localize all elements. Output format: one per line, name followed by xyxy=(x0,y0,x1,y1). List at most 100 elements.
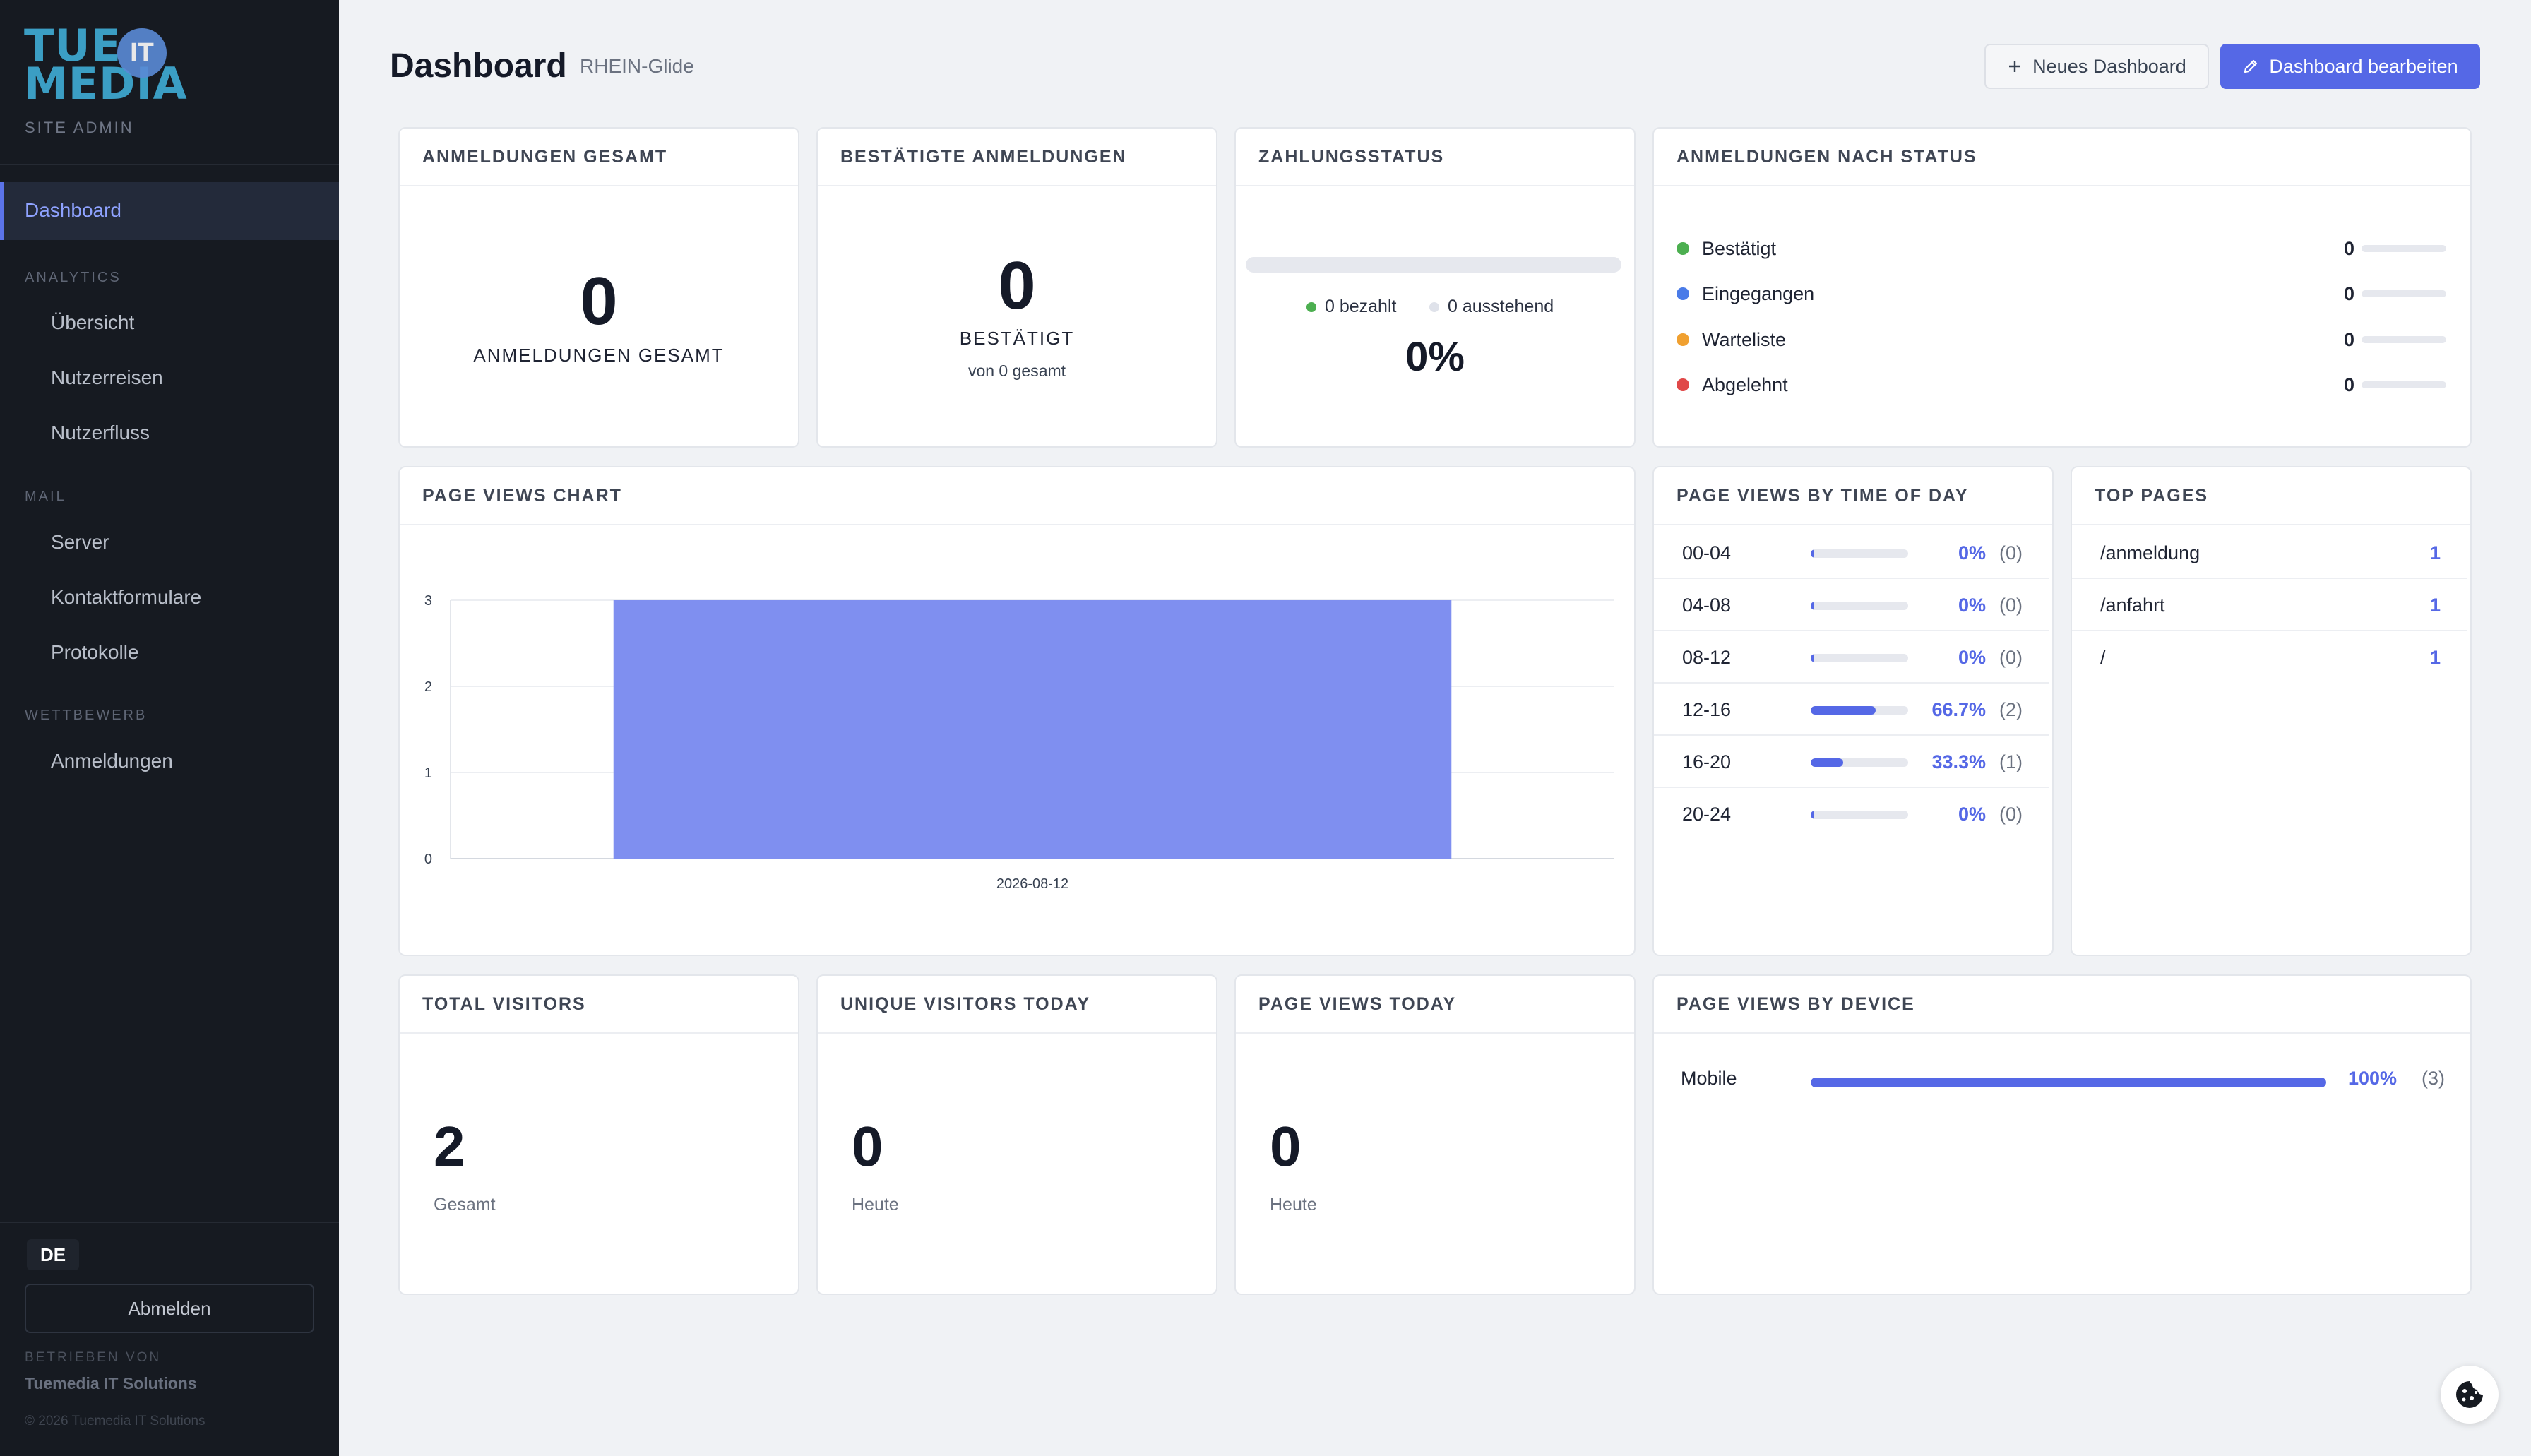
top-page-path: /anfahrt xyxy=(2100,595,2165,616)
sidebar-item-dashboard[interactable]: Dashboard xyxy=(0,182,339,240)
brand-logo[interactable]: TUE MEDIA IT xyxy=(24,20,187,112)
status-label: Bestätigt xyxy=(1702,237,1777,259)
card-page-views-by-device: PAGE VIEWS BY DEVICE Mobile 100% (3) xyxy=(1652,974,2472,1295)
time-bar-track xyxy=(1811,811,1908,819)
language-switch[interactable]: DE xyxy=(27,1239,79,1270)
logo-badge: IT xyxy=(117,28,167,78)
device-bar-fill xyxy=(1811,1078,2326,1087)
page-title: Dashboard xyxy=(390,47,567,85)
site-admin-label: SITE ADMIN xyxy=(25,119,134,136)
nav-section-mail: MAIL xyxy=(25,489,66,504)
top-page-count: 1 xyxy=(2429,542,2441,563)
confirmed-label: BESTÄTIGT xyxy=(959,328,1075,349)
time-percent: 0% xyxy=(1958,804,1986,825)
time-bar-track xyxy=(1811,549,1908,558)
time-bar-fill xyxy=(1811,654,1814,662)
top-page-path: /anmeldung xyxy=(2100,542,2201,563)
edit-dashboard-button[interactable]: Dashboard bearbeiten xyxy=(2220,44,2480,89)
logout-button[interactable]: Abmelden xyxy=(25,1284,314,1333)
top-page-row[interactable]: /anfahrt 1 xyxy=(2072,579,2467,631)
page-subtitle: RHEIN-Glide xyxy=(580,55,694,77)
time-count: (0) xyxy=(1999,595,2023,616)
sidebar-item-label: Dashboard xyxy=(25,199,121,221)
sidebar-item-kontaktformulare[interactable]: Kontaktformulare xyxy=(51,586,202,608)
sidebar-item-anmeldungen[interactable]: Anmeldungen xyxy=(51,750,173,772)
cookie-settings-button[interactable] xyxy=(2441,1366,2499,1424)
confirmed-subtext: von 0 gesamt xyxy=(967,362,1066,380)
logo-line-1: TUE xyxy=(24,20,121,71)
sidebar-item-nutzerreisen[interactable]: Nutzerreisen xyxy=(51,366,163,388)
status-label: Eingegangen xyxy=(1702,282,1815,304)
card-title: TOP PAGES xyxy=(2072,467,2470,525)
card-confirmed-registrations: BESTÄTIGTE ANMELDUNGEN 0 BESTÄTIGT von 0… xyxy=(816,127,1217,448)
time-count: (0) xyxy=(1999,647,2023,668)
unique-visitors-value: 0 xyxy=(852,1115,883,1178)
sidebar-item-protokolle[interactable]: Protokolle xyxy=(51,641,139,663)
pencil-icon xyxy=(2244,59,2258,73)
edit-dashboard-label: Dashboard bearbeiten xyxy=(2269,55,2458,77)
time-count: (0) xyxy=(1999,804,2023,825)
top-page-count: 1 xyxy=(2429,647,2441,668)
top-page-row[interactable]: /anmeldung 1 xyxy=(2072,527,2467,579)
paid-dot-icon xyxy=(1306,302,1316,312)
time-range-label: 08-12 xyxy=(1682,647,1732,668)
payment-percent: 0% xyxy=(1405,334,1465,380)
time-bar-fill xyxy=(1811,758,1843,767)
time-range-label: 12-16 xyxy=(1682,699,1732,720)
top-page-path: / xyxy=(2100,647,2106,668)
powered-by-label: BETRIEBEN VON xyxy=(25,1350,162,1365)
card-title: PAGE VIEWS BY DEVICE xyxy=(1654,976,2470,1034)
time-percent: 66.7% xyxy=(1931,699,1986,720)
nav-section-analytics: ANALYTICS xyxy=(25,270,121,285)
status-dot-icon xyxy=(1677,287,1689,300)
status-value: 0 xyxy=(2343,374,2354,395)
x-tick-label: 2026-08-12 xyxy=(996,876,1068,892)
sidebar-item-server[interactable]: Server xyxy=(51,531,109,553)
status-row-bestaetigt: Bestätigt 0 xyxy=(1677,234,2446,263)
total-registrations-value: 0 xyxy=(580,263,618,339)
card-title: PAGE VIEWS CHART xyxy=(400,467,1634,525)
time-range-label: 00-04 xyxy=(1682,542,1732,563)
sidebar-item-uebersicht[interactable]: Übersicht xyxy=(51,311,135,333)
top-page-row[interactable]: / 1 xyxy=(2072,631,2467,684)
card-total-visitors: TOTAL VISITORS 2 Gesamt xyxy=(398,974,799,1295)
card-title: ANMELDUNGEN NACH STATUS xyxy=(1654,129,2470,186)
y-tick-label: 1 xyxy=(424,765,432,781)
time-row: 16-20 33.3% (1) xyxy=(1654,736,2049,788)
copyright: © 2026 Tuemedia IT Solutions xyxy=(25,1414,206,1428)
status-dot-icon xyxy=(1677,242,1689,255)
card-page-views-chart: PAGE VIEWS CHART 0 1 2 3 2026-08-12 xyxy=(398,466,1636,956)
payment-progress-bar xyxy=(1246,257,1621,273)
total-visitors-value: 2 xyxy=(434,1115,465,1178)
card-title: PAGE VIEWS TODAY xyxy=(1236,976,1634,1034)
card-title: UNIQUE VISITORS TODAY xyxy=(818,976,1216,1034)
chart-bar xyxy=(613,600,1452,859)
time-bar-fill xyxy=(1811,602,1814,610)
card-total-registrations: ANMELDUNGEN GESAMT 0 ANMELDUNGEN GESAMT xyxy=(398,127,799,448)
unique-visitors-label: Heute xyxy=(852,1195,899,1215)
new-dashboard-button[interactable]: Neues Dashboard xyxy=(1984,44,2209,89)
time-count: (1) xyxy=(1999,751,2023,772)
plus-icon xyxy=(2009,61,2021,72)
y-tick-label: 0 xyxy=(424,852,432,867)
time-percent: 33.3% xyxy=(1931,751,1986,772)
time-percent: 0% xyxy=(1958,595,1986,616)
sidebar-item-nutzerfluss[interactable]: Nutzerfluss xyxy=(51,422,150,443)
time-row: 12-16 66.7% (2) xyxy=(1654,684,2049,736)
time-bar-track xyxy=(1811,654,1908,662)
time-row: 00-04 0% (0) xyxy=(1654,527,2049,579)
y-tick-label: 3 xyxy=(424,593,432,609)
page-views-today-value: 0 xyxy=(1270,1115,1302,1178)
device-row-mobile: Mobile 100% (3) xyxy=(1681,1068,2445,1096)
status-bar xyxy=(2362,290,2446,297)
status-bar xyxy=(2362,336,2446,343)
status-row-warteliste: Warteliste 0 xyxy=(1677,326,2446,354)
payment-paid-legend: 0 bezahlt xyxy=(1306,297,1396,317)
device-percent: 100% xyxy=(2347,1068,2397,1089)
total-visitors-label: Gesamt xyxy=(434,1195,496,1215)
y-tick-label: 2 xyxy=(424,679,432,695)
sidebar-divider xyxy=(0,164,339,165)
card-title: ZAHLUNGSSTATUS xyxy=(1236,129,1634,186)
time-range-label: 20-24 xyxy=(1682,804,1732,825)
time-bar-fill xyxy=(1811,549,1814,558)
